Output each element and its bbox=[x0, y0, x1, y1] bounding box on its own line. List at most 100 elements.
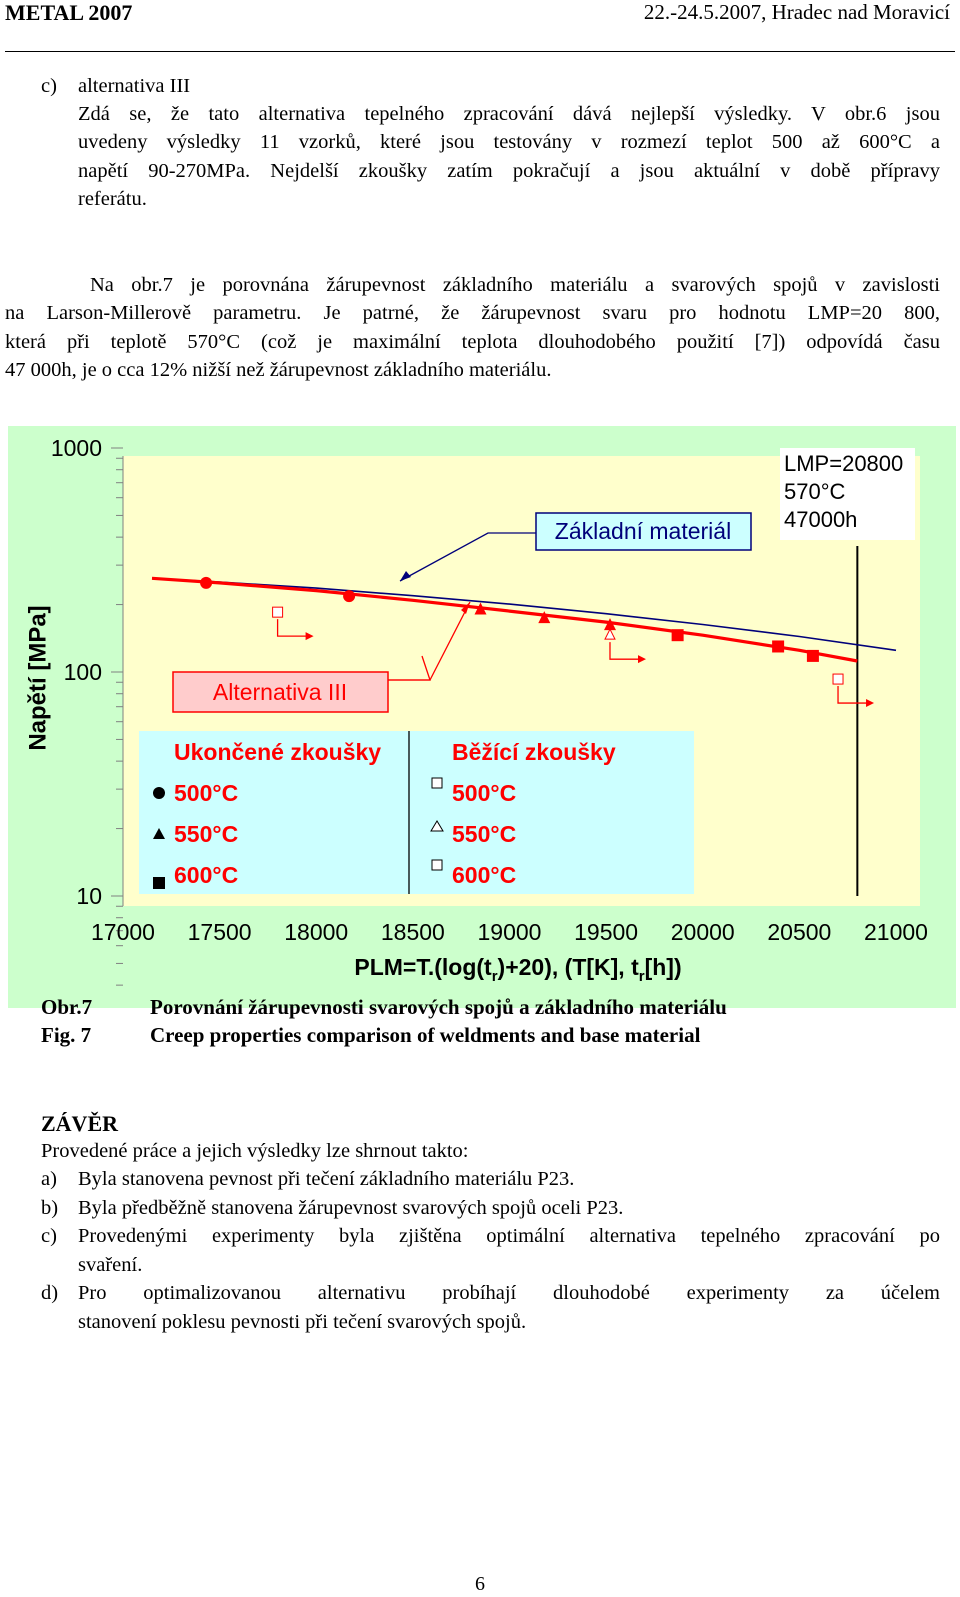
x-tick-label: 20500 bbox=[767, 919, 831, 945]
item-d-text-2: stanovení poklesu pevnosti při tečení sv… bbox=[78, 1310, 527, 1333]
legend-marker-done-500 bbox=[153, 787, 165, 799]
x-tick-labels: 17000 17500 18000 18500 19000 19500 20000 20500… bbox=[91, 919, 928, 945]
y-axis-ticks bbox=[111, 447, 123, 986]
lmp-line-2: 570°C bbox=[784, 479, 846, 504]
weld-fit-curve bbox=[151, 576, 858, 663]
conclusion-intro: Provedené práce a jejich výsledky lze sh… bbox=[41, 1140, 469, 1162]
legend-marker-run-600 bbox=[431, 859, 443, 871]
marker-square bbox=[772, 640, 785, 653]
item-b-text: Byla předběžně stanovena žárupevnost sva… bbox=[78, 1197, 624, 1219]
conclusion-item-a: a) Byla stanovena pevnost při tečení zák… bbox=[41, 1165, 940, 1194]
marker-triangle bbox=[474, 602, 487, 615]
conclusion-item-c: c) Provedenými experimenty byla zjištěna… bbox=[41, 1222, 940, 1279]
section-c-line-3: napětí 90-270MPa. Nejdelší zkoušky zatím… bbox=[78, 160, 940, 182]
x-tick-label: 19500 bbox=[574, 919, 638, 945]
item-a-key: a) bbox=[41, 1168, 57, 1190]
marker-circle bbox=[200, 576, 213, 589]
x-tick-label: 17500 bbox=[188, 919, 252, 945]
creep-chart: 10 100 1000 17000 17500 18000 18500 19000 19500… bbox=[8, 426, 956, 1008]
conclusion-item-b: b) Byla předběžně stanovena žárupevnost … bbox=[41, 1194, 940, 1223]
legend-marker-run-500 bbox=[431, 777, 443, 789]
marker-open-square bbox=[832, 673, 844, 685]
item-a-text: Byla stanovena pevnost při tečení základ… bbox=[78, 1168, 575, 1190]
base-label-arrow bbox=[399, 532, 536, 582]
alt-arrow-2 bbox=[388, 655, 431, 681]
legend-run-550: 550°C bbox=[452, 821, 516, 847]
legend-done-550: 550°C bbox=[174, 821, 238, 847]
running-test-arrow bbox=[609, 642, 642, 660]
alt-label: Alternativa III bbox=[213, 679, 347, 705]
legend-box bbox=[139, 731, 694, 894]
item-d-text-1: Pro optimalizovanou alternativu probíhaj… bbox=[78, 1282, 940, 1304]
x-tick-label: 17000 bbox=[91, 919, 155, 945]
caption-cz-label: Obr.7 bbox=[41, 995, 93, 1019]
lmp-line-3: 47000h bbox=[784, 507, 857, 532]
para2-line-1: Na obr.7 je porovnána žárupevnost základ… bbox=[90, 274, 940, 296]
x-label-part-1: PLM=T.(log(t bbox=[354, 954, 492, 980]
conclusion-item-d: d) Pro optimalizovanou alternativu probí… bbox=[41, 1279, 940, 1336]
header-left: METAL 2007 bbox=[5, 0, 133, 25]
legend-run-500: 500°C bbox=[452, 780, 516, 806]
legend-marker-done-600 bbox=[153, 877, 165, 889]
header-right: 22.-24.5.2007, Hradec nad Moravicí bbox=[643, 0, 950, 24]
legend-done-500: 500°C bbox=[174, 780, 238, 806]
y-axis-label: Napětí [MPa] bbox=[24, 605, 51, 750]
marker-square bbox=[806, 649, 819, 662]
base-label-box bbox=[535, 512, 752, 551]
marker-open-triangle bbox=[604, 628, 616, 640]
x-tick-label: 18500 bbox=[381, 919, 445, 945]
data-points bbox=[200, 576, 875, 708]
x-label-part-3: [h]) bbox=[645, 954, 682, 980]
y-tick-label: 1000 bbox=[51, 435, 102, 461]
section-c-line-2: uvedeny výsledky 11 vzorků, které jsou t… bbox=[78, 131, 940, 153]
header-rule bbox=[5, 51, 955, 52]
x-axis-label: PLM=T.(log(tr)+20), (T[K], tr[h]) bbox=[354, 954, 681, 985]
item-b-key: b) bbox=[41, 1197, 59, 1219]
x-tick-label: 21000 bbox=[864, 919, 928, 945]
section-c-label: c) bbox=[41, 75, 57, 97]
base-label: Základní materiál bbox=[555, 518, 731, 544]
legend-run-600: 600°C bbox=[452, 862, 516, 888]
marker-square bbox=[671, 629, 684, 642]
base-label-arrowhead bbox=[400, 571, 411, 581]
x-label-sub-1: r bbox=[492, 968, 498, 985]
para2-line-4: 47 000h, je o cca 12% nižší než žárupevn… bbox=[5, 359, 552, 381]
marker-triangle bbox=[603, 618, 616, 631]
running-test-arrowhead bbox=[305, 632, 314, 641]
para2-line-2: na Larson-Millerově parametru. Je patrné… bbox=[5, 302, 940, 324]
y-tick-label: 100 bbox=[64, 659, 102, 685]
section-c-line-1: Zdá se, že tato alternativa tepelného zp… bbox=[78, 103, 940, 125]
y-tick-labels: 10 100 1000 bbox=[51, 435, 102, 909]
conclusion-heading: ZÁVĚR bbox=[41, 1111, 119, 1136]
running-test-arrow bbox=[276, 619, 310, 637]
legend-marker-run-550 bbox=[430, 820, 444, 832]
item-c-text-2: svaření. bbox=[78, 1253, 143, 1276]
running-test-arrowhead bbox=[637, 655, 646, 664]
legend-title-running: Běžící zkoušky bbox=[452, 739, 616, 765]
x-tick-label: 18000 bbox=[284, 919, 348, 945]
x-label-sub-2: r bbox=[639, 968, 645, 985]
marker-circle bbox=[343, 590, 356, 603]
running-test-arrow bbox=[837, 686, 871, 704]
x-tick-label: 20000 bbox=[671, 919, 735, 945]
lmp-line-1: LMP=20800 bbox=[784, 451, 903, 476]
section-c-line-4: referátu. bbox=[78, 188, 147, 210]
lmp-box bbox=[780, 448, 915, 540]
running-test-arrowhead bbox=[866, 699, 875, 708]
marker-triangle bbox=[538, 611, 551, 624]
legend-title-done: Ukončené zkoušky bbox=[174, 739, 381, 765]
y-tick-label: 10 bbox=[76, 883, 102, 909]
marker-open-square bbox=[272, 606, 284, 618]
alt-label-box bbox=[172, 671, 389, 713]
x-tick-label: 19000 bbox=[478, 919, 542, 945]
caption-en-label: Fig. 7 bbox=[41, 1023, 92, 1047]
alt-arrow-1-head bbox=[461, 602, 470, 614]
item-c-text-1: Provedenými experimenty byla zjištěna op… bbox=[78, 1225, 940, 1247]
legend-done-600: 600°C bbox=[174, 862, 238, 888]
caption-en-text: Creep properties comparison of weldments… bbox=[150, 1023, 701, 1047]
page-number: 6 bbox=[475, 1573, 485, 1595]
item-c-key: c) bbox=[41, 1225, 57, 1247]
x-label-part-2: )+20), (T[K], t bbox=[498, 954, 640, 980]
section-c-title: alternativa III bbox=[78, 75, 191, 97]
caption-cz-text: Porovnání žárupevnosti svarových spojů a… bbox=[150, 995, 727, 1019]
